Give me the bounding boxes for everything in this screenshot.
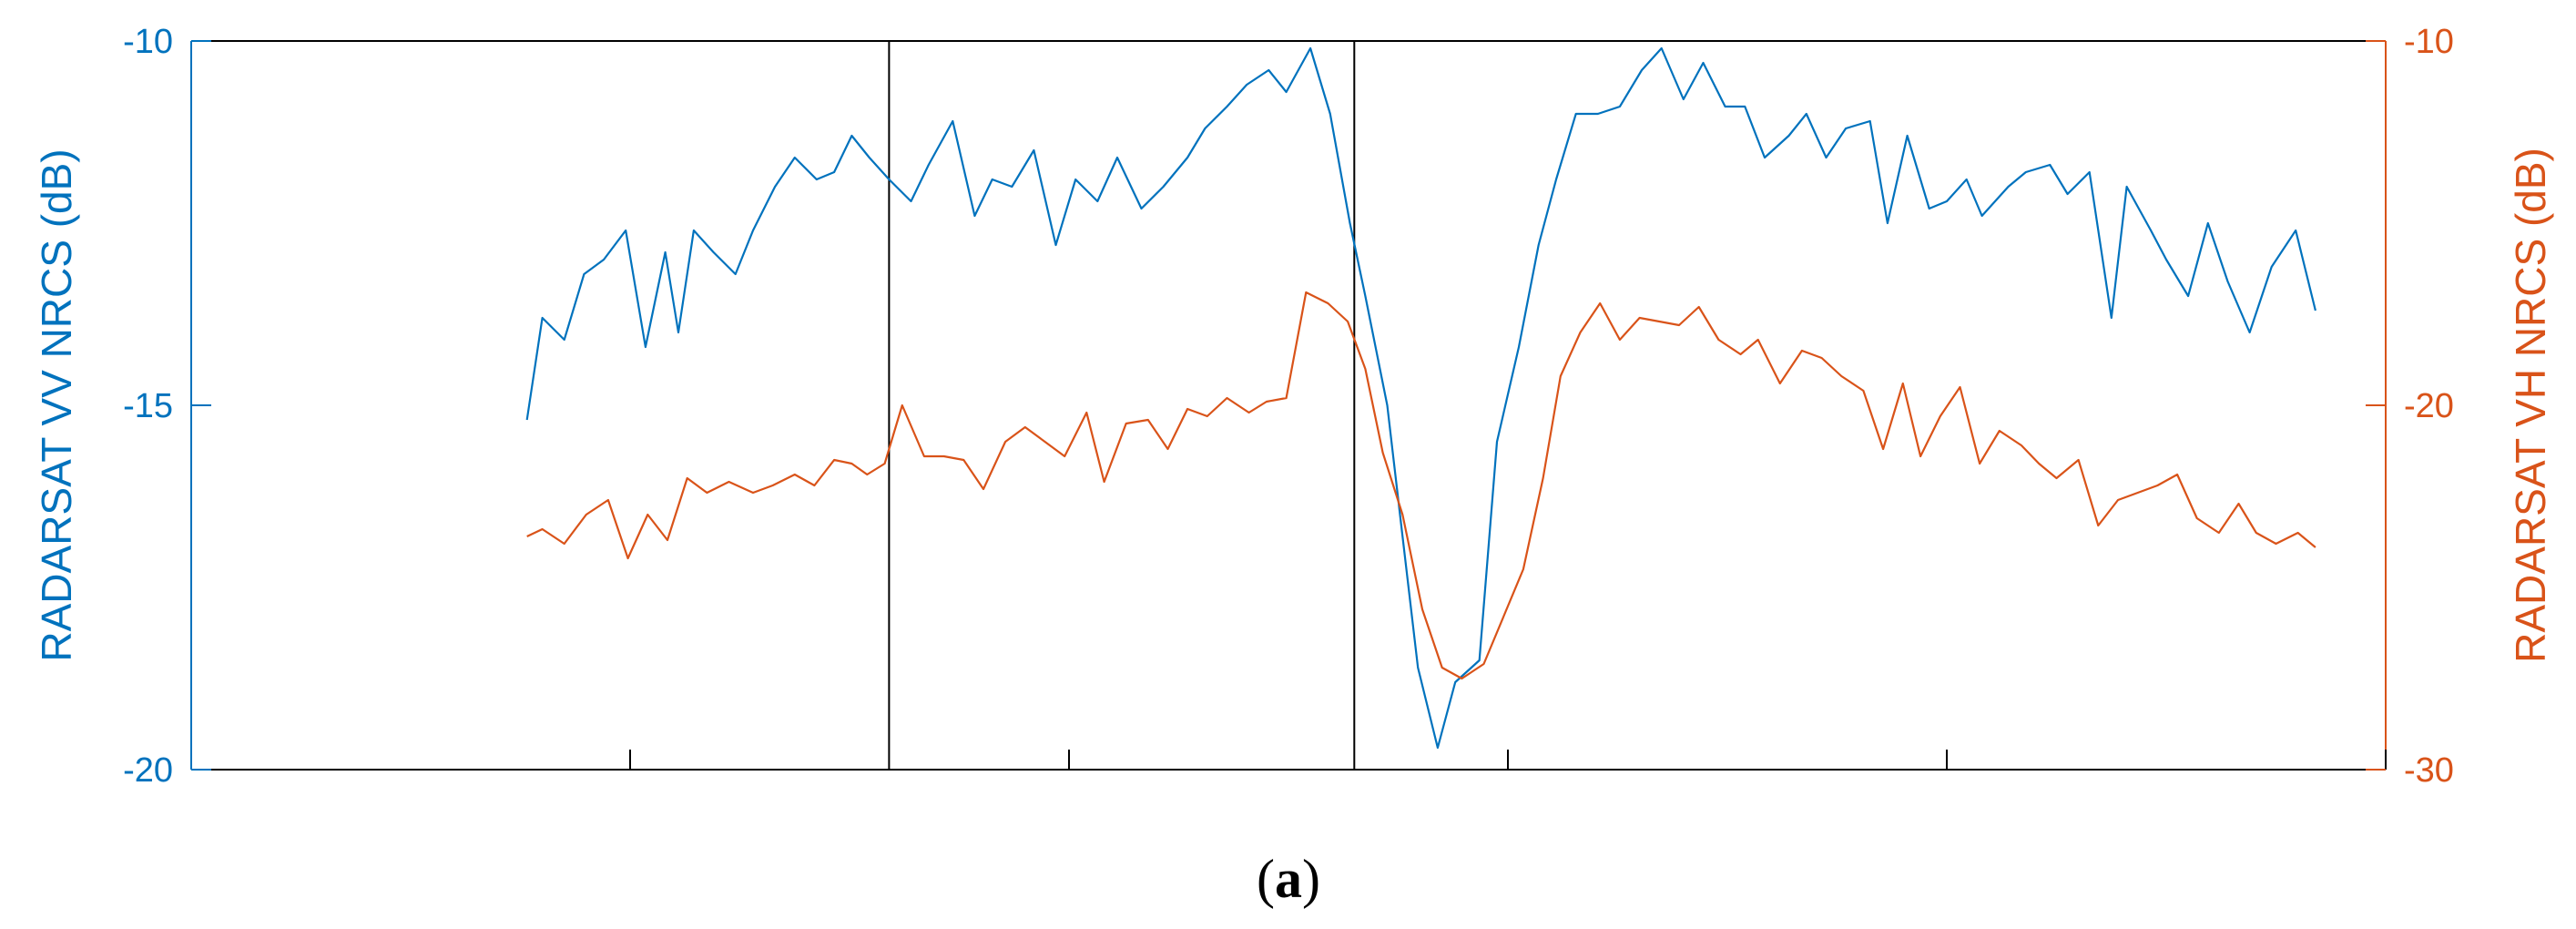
caption-open-paren: ( [1257, 849, 1275, 909]
left-tick-label-mid: -15 [123, 387, 173, 425]
caption-close-paren: ) [1302, 849, 1320, 909]
series-group [525, 46, 2316, 750]
plot-area [191, 41, 2386, 770]
x-axis-ticks [629, 750, 2387, 770]
left-tick-label-top: -10 [123, 23, 173, 61]
left-tick-label-bottom: -20 [123, 751, 173, 790]
vh-series-line [526, 291, 2316, 680]
caption-letter: a [1275, 849, 1302, 909]
right-tick-label-mid: -20 [2404, 387, 2454, 425]
y-left-axis-label: RADARSAT VV NRCS (dB) [33, 148, 80, 661]
right-tick-label-bottom: -30 [2404, 751, 2454, 790]
vv-series-line [525, 46, 2316, 750]
vertical-marker-lines [888, 41, 1356, 770]
figure-caption: (a) [1257, 849, 1320, 909]
y-right-axis-label: RADARSAT VH NRCS (dB) [2507, 148, 2554, 663]
right-tick-label-top: -10 [2404, 23, 2454, 61]
